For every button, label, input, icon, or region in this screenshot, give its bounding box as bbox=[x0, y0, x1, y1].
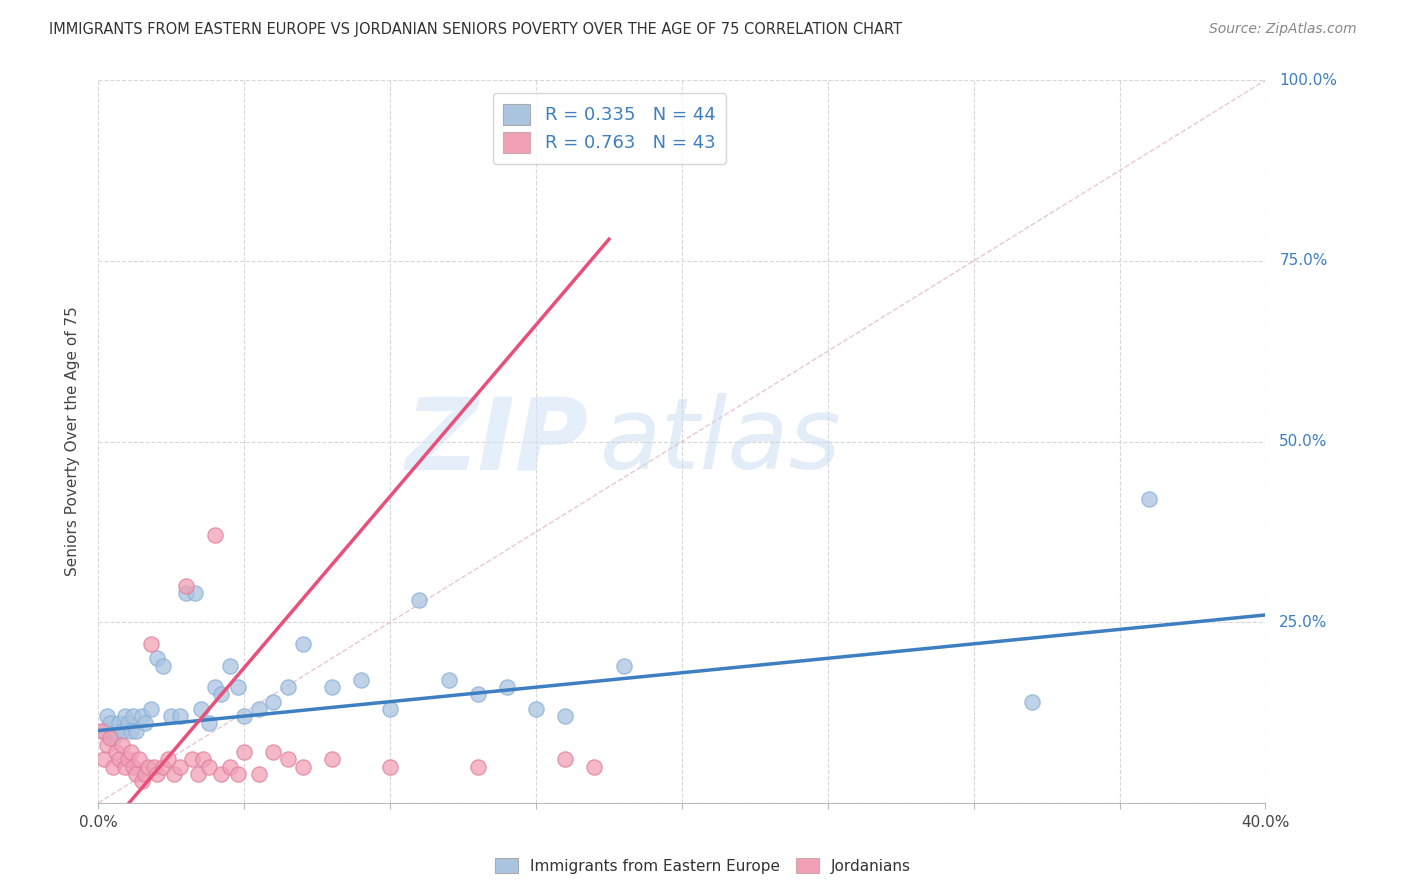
Point bbox=[134, 716, 156, 731]
Point bbox=[183, 586, 205, 600]
Point bbox=[101, 731, 124, 745]
Point bbox=[98, 716, 121, 731]
Text: ZIP: ZIP bbox=[405, 393, 589, 490]
Point bbox=[93, 752, 115, 766]
Point bbox=[198, 716, 221, 731]
Point bbox=[157, 752, 180, 766]
Legend: R = 0.335   N = 44, R = 0.763   N = 43: R = 0.335 N = 44, R = 0.763 N = 43 bbox=[492, 93, 727, 163]
Point bbox=[204, 528, 226, 542]
Point bbox=[437, 673, 460, 687]
Point bbox=[169, 709, 191, 723]
Point bbox=[160, 709, 183, 723]
Point bbox=[583, 760, 606, 774]
Point bbox=[146, 651, 169, 665]
Point bbox=[524, 702, 547, 716]
Point bbox=[198, 760, 221, 774]
Point bbox=[134, 767, 156, 781]
Point bbox=[114, 760, 136, 774]
Point bbox=[139, 702, 162, 716]
Text: atlas: atlas bbox=[600, 393, 842, 490]
Point bbox=[554, 752, 576, 766]
Point bbox=[467, 760, 489, 774]
Point bbox=[1021, 695, 1043, 709]
Point bbox=[136, 760, 159, 774]
Point bbox=[96, 709, 118, 723]
Point bbox=[104, 745, 127, 759]
Point bbox=[131, 774, 153, 789]
Point bbox=[218, 760, 240, 774]
Point bbox=[90, 723, 112, 738]
Point bbox=[190, 702, 212, 716]
Point bbox=[277, 752, 299, 766]
Text: 75.0%: 75.0% bbox=[1279, 253, 1327, 268]
Point bbox=[209, 767, 232, 781]
Point bbox=[108, 716, 131, 731]
Point bbox=[117, 716, 139, 731]
Point bbox=[114, 709, 136, 723]
Point bbox=[152, 760, 174, 774]
Point bbox=[262, 695, 284, 709]
Point bbox=[98, 731, 121, 745]
Point bbox=[1137, 492, 1160, 507]
Point bbox=[152, 658, 174, 673]
Point bbox=[174, 579, 197, 593]
Point bbox=[187, 767, 209, 781]
Point bbox=[117, 752, 139, 766]
Point bbox=[108, 752, 131, 766]
Point bbox=[380, 760, 402, 774]
Point bbox=[122, 709, 145, 723]
Point bbox=[350, 673, 373, 687]
Point bbox=[247, 767, 270, 781]
Point bbox=[277, 680, 299, 694]
Point bbox=[408, 593, 430, 607]
Point bbox=[218, 658, 240, 673]
Point bbox=[163, 767, 186, 781]
Point bbox=[291, 637, 314, 651]
Point bbox=[321, 680, 343, 694]
Point bbox=[233, 745, 256, 759]
Point bbox=[125, 723, 148, 738]
Point bbox=[321, 752, 343, 766]
Text: 100.0%: 100.0% bbox=[1279, 73, 1337, 87]
Y-axis label: Seniors Poverty Over the Age of 75: Seniors Poverty Over the Age of 75 bbox=[65, 307, 80, 576]
Point bbox=[104, 723, 127, 738]
Point bbox=[111, 738, 134, 752]
Point bbox=[125, 767, 148, 781]
Text: IMMIGRANTS FROM EASTERN EUROPE VS JORDANIAN SENIORS POVERTY OVER THE AGE OF 75 C: IMMIGRANTS FROM EASTERN EUROPE VS JORDAN… bbox=[49, 22, 903, 37]
Point bbox=[612, 658, 634, 673]
Point bbox=[467, 687, 489, 701]
Point bbox=[262, 745, 284, 759]
Point bbox=[93, 723, 115, 738]
Text: 50.0%: 50.0% bbox=[1279, 434, 1327, 449]
Point bbox=[131, 709, 153, 723]
Point bbox=[96, 738, 118, 752]
Point bbox=[174, 586, 197, 600]
Point bbox=[122, 760, 145, 774]
Point bbox=[142, 760, 165, 774]
Point bbox=[180, 752, 202, 766]
Text: 25.0%: 25.0% bbox=[1279, 615, 1327, 630]
Point bbox=[228, 680, 250, 694]
Point bbox=[101, 760, 124, 774]
Point bbox=[146, 767, 169, 781]
Point bbox=[169, 760, 191, 774]
Point bbox=[291, 760, 314, 774]
Point bbox=[554, 709, 576, 723]
Legend: Immigrants from Eastern Europe, Jordanians: Immigrants from Eastern Europe, Jordania… bbox=[489, 852, 917, 880]
Point bbox=[193, 752, 215, 766]
Point bbox=[233, 709, 256, 723]
Point bbox=[111, 723, 134, 738]
Point bbox=[128, 752, 150, 766]
Point bbox=[247, 702, 270, 716]
Point bbox=[496, 680, 519, 694]
Point bbox=[120, 723, 142, 738]
Point bbox=[204, 680, 226, 694]
Point bbox=[139, 637, 162, 651]
Point bbox=[380, 702, 402, 716]
Point bbox=[120, 745, 142, 759]
Point bbox=[228, 767, 250, 781]
Text: Source: ZipAtlas.com: Source: ZipAtlas.com bbox=[1209, 22, 1357, 37]
Point bbox=[209, 687, 232, 701]
